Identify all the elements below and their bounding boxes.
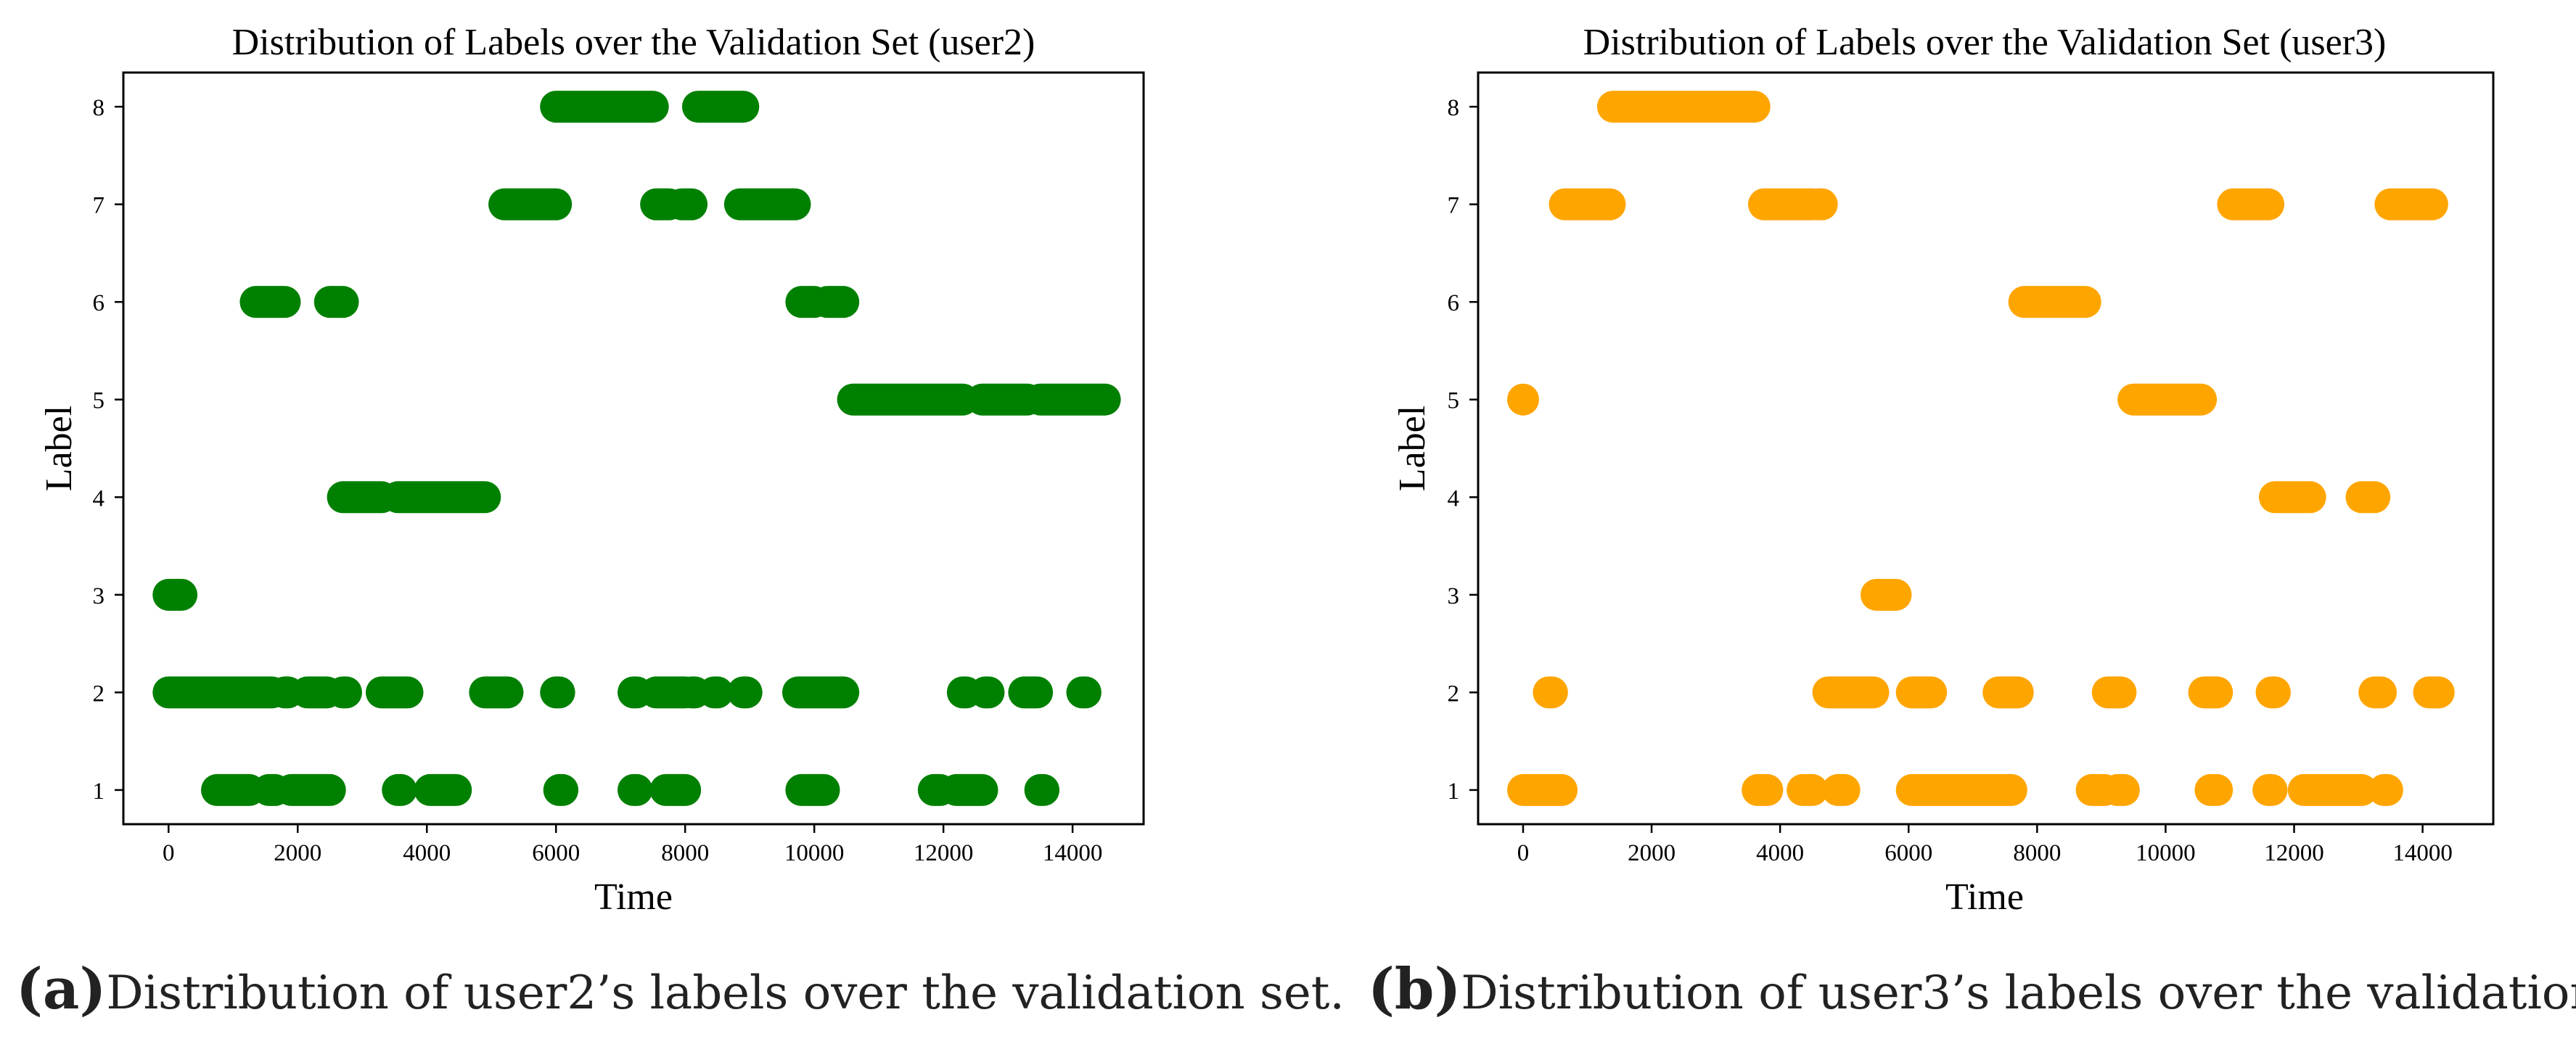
y-tick-label: 2: [1448, 681, 1460, 707]
y-tick-label: 3: [1448, 583, 1460, 609]
y-tick-label: 3: [93, 583, 105, 609]
data-points-group: [1506, 91, 2455, 806]
chart-title: Distribution of Labels over the Validati…: [1583, 22, 2387, 63]
y-tick-label: 4: [93, 485, 105, 511]
x-axis-label: Time: [594, 876, 673, 918]
x-tick-label: 14000: [2392, 840, 2453, 866]
caption-text: Distribution of user3’s labels over the …: [1461, 966, 2576, 1020]
chart-title: Distribution of Labels over the Validati…: [232, 22, 1035, 63]
y-tick-label: 6: [93, 290, 105, 316]
caption-label: (a): [16, 956, 107, 1022]
x-tick-label: 2000: [274, 840, 321, 866]
figure-caption-a: (a)Distribution of user2’s labels over t…: [16, 956, 1345, 1022]
x-tick-label: 4000: [403, 840, 451, 866]
chart-user3: Distribution of Labels over the Validati…: [1392, 22, 2495, 918]
y-tick-label: 1: [1448, 778, 1460, 805]
plot-frame: [122, 71, 1145, 826]
y-ticks: 1 2 3 4 5 6 7 8: [93, 95, 123, 805]
y-tick-label: 7: [93, 193, 105, 219]
figure-panel-a: Distribution of Labels over the Validati…: [16, 22, 1345, 1022]
x-tick-label: 10000: [2136, 840, 2196, 866]
y-tick-label: 5: [93, 388, 105, 414]
y-ticks: 1 2 3 4 5 6 7 8: [1448, 95, 1478, 805]
y-tick-label: 4: [1448, 485, 1460, 511]
y-tick-label: 1: [93, 778, 105, 805]
x-ticks: 0 2000 4000 6000 8000 10000 12000 14000: [1517, 824, 2453, 866]
plot-frame: [1477, 71, 2495, 826]
x-tick-label: 12000: [914, 840, 974, 866]
y-tick-label: 8: [1448, 95, 1460, 121]
caption-label: (b): [1368, 956, 1461, 1022]
chart-user2: Distribution of Labels over the Validati…: [38, 22, 1145, 918]
y-tick-label: 2: [93, 681, 105, 707]
x-ticks: 0 2000 4000 6000 8000 10000 12000 14000: [163, 824, 1102, 866]
figure-caption-b: (b)Distribution of user3’s labels over t…: [1368, 956, 2576, 1022]
y-tick-label: 7: [1448, 193, 1460, 219]
data-points-group: [152, 91, 1121, 806]
x-tick-label: 6000: [532, 840, 580, 866]
x-axis-label: Time: [1945, 876, 2024, 918]
y-axis-label: Label: [1392, 406, 1433, 491]
y-tick-label: 5: [1448, 388, 1460, 414]
x-tick-label: 0: [1517, 840, 1530, 866]
y-axis-label: Label: [38, 406, 80, 491]
y-tick-label: 8: [93, 95, 105, 121]
x-tick-label: 12000: [2264, 840, 2324, 866]
x-tick-label: 14000: [1043, 840, 1103, 866]
x-tick-label: 4000: [1756, 840, 1804, 866]
x-tick-label: 2000: [1628, 840, 1675, 866]
figure-panel-b: Distribution of Labels over the Validati…: [1288, 0, 2576, 1052]
x-tick-label: 8000: [661, 840, 709, 866]
y-tick-label: 6: [1448, 290, 1460, 316]
x-tick-label: 6000: [1884, 840, 1932, 866]
x-tick-label: 8000: [2013, 840, 2061, 866]
caption-text: Distribution of user2’s labels over the …: [106, 966, 1345, 1020]
x-tick-label: 10000: [784, 840, 845, 866]
x-tick-label: 0: [163, 840, 175, 866]
